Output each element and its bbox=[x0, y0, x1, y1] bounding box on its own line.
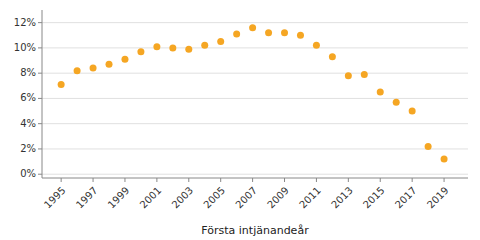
point bbox=[329, 53, 336, 60]
x-tick-label: 2013 bbox=[329, 185, 355, 211]
x-axis-label: Första intjänandeår bbox=[201, 224, 309, 237]
grid-line bbox=[42, 98, 468, 99]
x-tick bbox=[380, 178, 381, 182]
x-tick bbox=[444, 178, 445, 182]
y-axis: 0% 2% 4% 6% 8% 10% 12% bbox=[14, 10, 42, 179]
chart-container: 0% 2% 4% 6% 8% 10% 12% 199519971999200120032005… bbox=[0, 0, 480, 240]
grid bbox=[42, 23, 468, 175]
y-tick bbox=[38, 123, 42, 124]
y-tick bbox=[38, 47, 42, 48]
y-tick bbox=[38, 98, 42, 99]
points bbox=[58, 24, 448, 162]
x-tick-label: 2011 bbox=[297, 185, 323, 211]
y-tick bbox=[38, 148, 42, 149]
x-tick bbox=[348, 178, 349, 182]
point bbox=[441, 156, 448, 163]
x-tick bbox=[220, 178, 221, 182]
y-tick-label: 0% bbox=[20, 168, 36, 179]
grid-line bbox=[42, 47, 468, 48]
grid-line bbox=[42, 174, 468, 175]
x-tick-label: 2005 bbox=[201, 185, 227, 211]
chart: 0% 2% 4% 6% 8% 10% 12% 199519971999200120032005… bbox=[0, 0, 480, 240]
y-tick bbox=[38, 22, 42, 23]
y-tick-label: 8% bbox=[20, 67, 36, 78]
x-tick-label: 2003 bbox=[170, 185, 196, 211]
grid-line bbox=[42, 22, 468, 23]
point bbox=[281, 29, 288, 36]
x-tick bbox=[412, 178, 413, 182]
point bbox=[137, 48, 144, 55]
grid-line bbox=[42, 73, 468, 74]
x-tick-label: 1999 bbox=[106, 185, 132, 211]
point bbox=[169, 44, 176, 51]
point bbox=[313, 42, 320, 49]
x-tick-label: 2007 bbox=[233, 185, 259, 211]
point bbox=[153, 43, 160, 50]
point bbox=[361, 71, 368, 78]
point bbox=[345, 72, 352, 79]
point bbox=[90, 65, 97, 72]
point bbox=[393, 99, 400, 106]
y-tick-label: 4% bbox=[20, 118, 36, 129]
point bbox=[265, 29, 272, 36]
point bbox=[377, 89, 384, 96]
x-tick bbox=[93, 178, 94, 182]
y-axis-line bbox=[42, 10, 43, 178]
x-tick-label: 2009 bbox=[265, 185, 291, 211]
grid-line bbox=[42, 148, 468, 149]
x-tick bbox=[316, 178, 317, 182]
x-tick bbox=[284, 178, 285, 182]
point bbox=[409, 108, 416, 115]
y-tick-label: 12% bbox=[14, 17, 36, 28]
x-tick bbox=[124, 178, 125, 182]
y-tick-label: 6% bbox=[20, 92, 36, 103]
x-axis: 1995199719992001200320052007200920112013… bbox=[42, 178, 468, 211]
point bbox=[217, 38, 224, 45]
x-tick-label: 2019 bbox=[425, 185, 451, 211]
grid-line bbox=[42, 123, 468, 124]
y-tick bbox=[38, 73, 42, 74]
point bbox=[185, 46, 192, 53]
y-tick bbox=[38, 174, 42, 175]
x-axis-line bbox=[42, 178, 468, 179]
x-tick bbox=[188, 178, 189, 182]
point bbox=[249, 24, 256, 31]
point bbox=[58, 81, 65, 88]
x-tick bbox=[252, 178, 253, 182]
point bbox=[233, 31, 240, 38]
y-tick-label: 2% bbox=[20, 143, 36, 154]
x-tick-label: 2017 bbox=[393, 185, 419, 211]
point bbox=[297, 32, 304, 39]
x-tick-label: 1995 bbox=[42, 185, 68, 211]
point bbox=[121, 56, 128, 63]
x-tick bbox=[61, 178, 62, 182]
point bbox=[106, 61, 113, 68]
point bbox=[74, 67, 81, 74]
x-tick bbox=[156, 178, 157, 182]
x-tick-label: 2001 bbox=[138, 185, 164, 211]
point bbox=[201, 42, 208, 49]
y-tick-label: 10% bbox=[14, 42, 36, 53]
point bbox=[425, 143, 432, 150]
x-tick-label: 2015 bbox=[361, 185, 387, 211]
x-tick-label: 1997 bbox=[74, 185, 100, 211]
